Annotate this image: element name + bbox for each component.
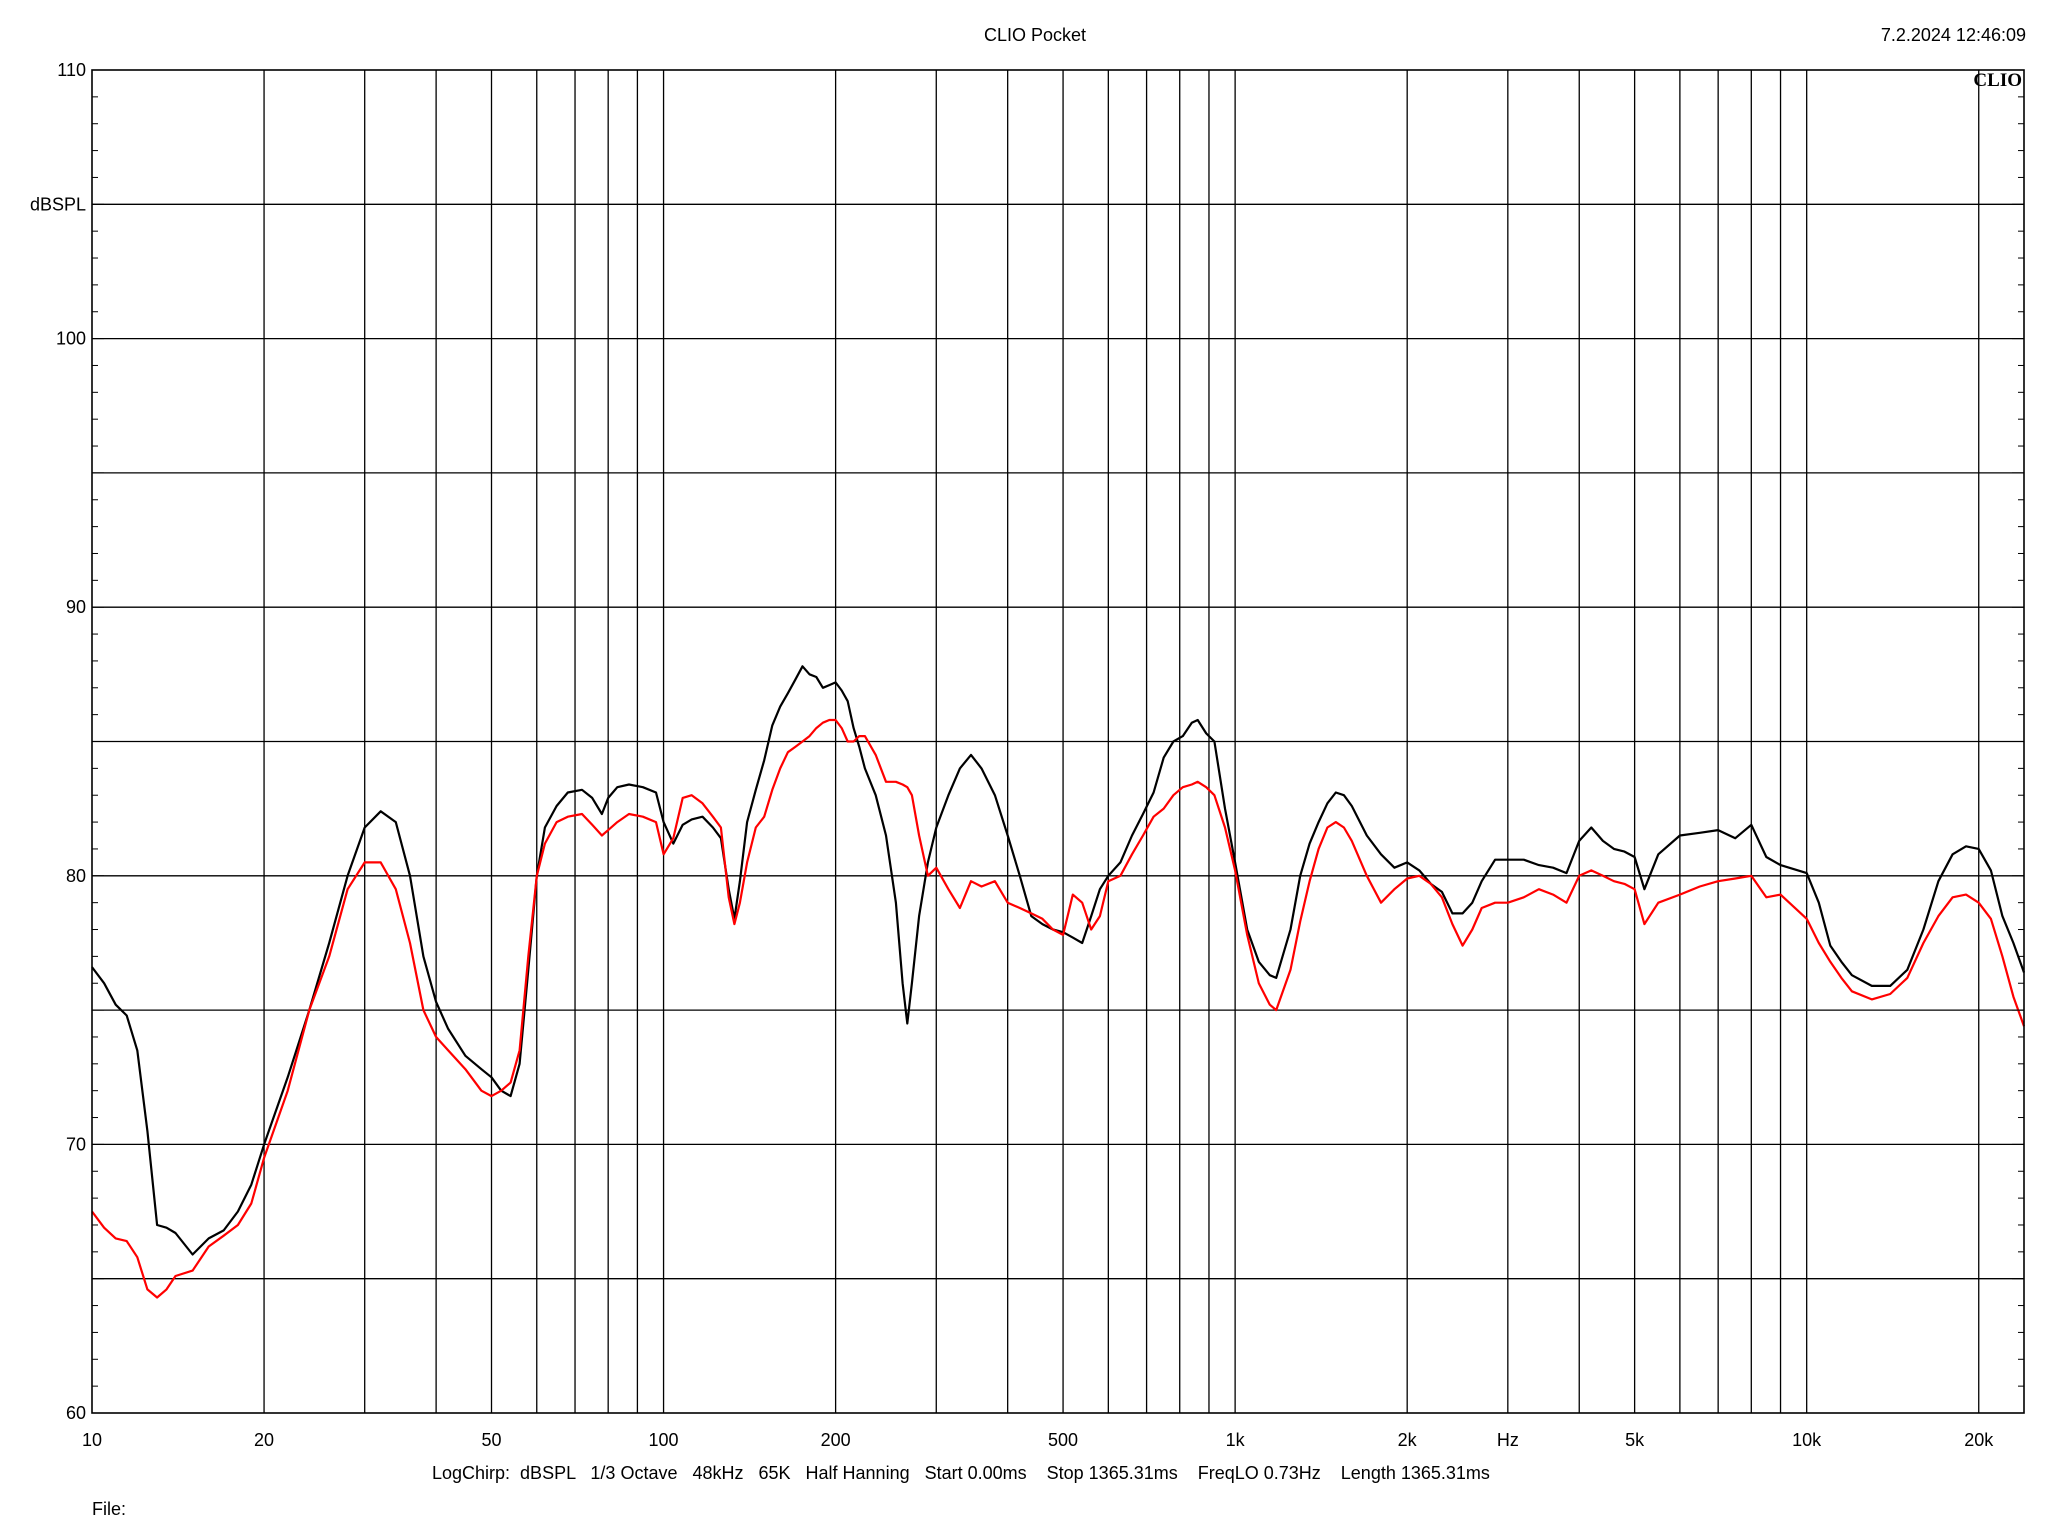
x-tick-label: 1k — [1226, 1430, 1246, 1450]
y-axis-unit: dBSPL — [30, 194, 86, 214]
grid-layer — [92, 70, 2024, 1413]
chart-title: CLIO Pocket — [984, 25, 1086, 45]
x-tick-label: 10k — [1792, 1430, 1822, 1450]
x-tick-label: 100 — [649, 1430, 679, 1450]
x-axis-unit: Hz — [1497, 1430, 1519, 1450]
x-tick-label: 200 — [821, 1430, 851, 1450]
x-tick-label: 5k — [1625, 1430, 1645, 1450]
measurement-settings: LogChirp: dBSPL 1/3 Octave 48kHz 65K Hal… — [432, 1463, 1490, 1483]
file-label: File: — [92, 1499, 126, 1519]
axis-layer: 110 100 90 80 70 60 dBSPL 10 20 50 100 200 500 1k 2k 5k… — [30, 60, 2024, 1450]
x-tick-label: 500 — [1048, 1430, 1078, 1450]
y-tick-label: 100 — [56, 329, 86, 349]
y-tick-label: 70 — [66, 1134, 86, 1154]
series-line-1 — [91, 665, 2026, 1256]
timestamp: 7.2.2024 12:46:09 — [1881, 25, 2026, 45]
y-tick-label: 80 — [66, 866, 86, 886]
plot-frame — [91, 69, 2025, 1414]
x-tick-label: 20 — [254, 1430, 274, 1450]
x-tick-label: 20k — [1964, 1430, 1994, 1450]
x-tick-label: 2k — [1398, 1430, 1418, 1450]
clio-logo: CLIO — [1973, 70, 2022, 91]
x-tick-label: 50 — [481, 1430, 501, 1450]
y-tick-label: 90 — [66, 597, 86, 617]
y-tick-label: 60 — [66, 1403, 86, 1423]
series-layer — [91, 665, 2026, 1299]
y-tick-label: 110 — [57, 60, 86, 80]
series-line-2 — [91, 718, 2026, 1299]
x-tick-label: 10 — [82, 1430, 102, 1450]
